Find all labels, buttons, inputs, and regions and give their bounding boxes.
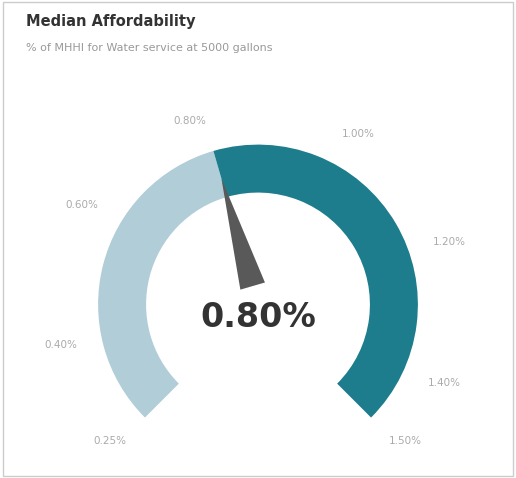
Text: 0.80%: 0.80%: [200, 301, 316, 334]
Text: 1.40%: 1.40%: [428, 378, 461, 388]
Text: Median Affordability: Median Affordability: [26, 14, 195, 29]
Text: % of MHHI for Water service at 5000 gallons: % of MHHI for Water service at 5000 gall…: [26, 43, 272, 53]
Wedge shape: [98, 151, 227, 418]
Text: 1.20%: 1.20%: [432, 237, 465, 247]
Text: 0.40%: 0.40%: [44, 340, 77, 350]
Wedge shape: [214, 145, 418, 418]
Polygon shape: [221, 179, 265, 290]
Text: 0.25%: 0.25%: [94, 435, 127, 445]
Text: 0.60%: 0.60%: [66, 200, 99, 210]
Text: 1.00%: 1.00%: [342, 129, 375, 139]
Text: 1.50%: 1.50%: [389, 435, 422, 445]
Text: 0.80%: 0.80%: [173, 116, 206, 126]
